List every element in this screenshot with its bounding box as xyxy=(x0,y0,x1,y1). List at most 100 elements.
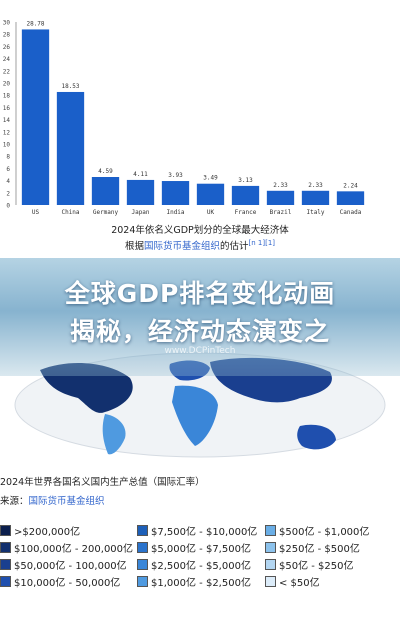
x-tick-label: France xyxy=(235,209,257,216)
legend-item: $50亿 - $250亿 xyxy=(265,557,354,572)
legend-item: $5,000亿 - $7,500亿 xyxy=(137,540,251,555)
legend-label: $2,500亿 - $5,000亿 xyxy=(151,561,251,572)
map-title: 2024年世界各国名义国内生产总值（国际汇率） xyxy=(0,477,205,488)
x-tick-label: India xyxy=(166,209,184,216)
y-tick-label: 2 xyxy=(6,190,10,197)
bar-india xyxy=(161,181,190,205)
legend-swatch xyxy=(0,559,11,570)
bar-value-label: 4.11 xyxy=(133,171,148,178)
caption-reference[interactable]: [n 1][1] xyxy=(248,238,276,247)
caption-prefix: 根据 xyxy=(124,241,144,252)
legend-label: >$200,000亿 xyxy=(14,527,81,538)
banner-title-line1: 全球GDP排名变化动画 xyxy=(64,279,336,308)
legend-label: $10,000亿 - 50,000亿 xyxy=(14,578,121,589)
x-tick-label: Brazil xyxy=(270,209,292,216)
legend-label: $50,000亿 - 100,000亿 xyxy=(14,561,127,572)
bar-value-label: 2.33 xyxy=(273,182,288,189)
africa-shape xyxy=(172,385,218,446)
legend-item: $7,500亿 - $10,000亿 xyxy=(137,523,257,538)
legend-swatch xyxy=(0,576,11,587)
bar-canada xyxy=(336,191,365,205)
legend-swatch xyxy=(265,525,276,536)
x-tick-label: Japan xyxy=(131,209,149,216)
legend-item: $250亿 - $500亿 xyxy=(265,540,360,555)
chart-caption-line1: 2024年依名义GDP划分的全球最大经济体 xyxy=(111,225,289,236)
bar-germany xyxy=(91,177,120,205)
bar-uk xyxy=(196,183,225,205)
x-tick-label: UK xyxy=(207,209,215,216)
south-america-shape xyxy=(102,414,126,455)
x-tick-label: US xyxy=(32,209,40,216)
y-tick-label: 28 xyxy=(3,32,11,39)
y-tick-label: 0 xyxy=(6,203,10,210)
map-source: 来源：国际货币基金组织 xyxy=(0,493,105,507)
watermark-text: www.DCPinTech xyxy=(164,346,236,356)
bar-value-label: 4.59 xyxy=(98,168,113,175)
y-tick-label: 22 xyxy=(3,68,11,75)
x-tick-label: Canada xyxy=(340,209,362,216)
legend-item: $50,000亿 - 100,000亿 xyxy=(0,557,127,572)
y-tick-label: 16 xyxy=(3,105,11,112)
legend-label: $7,500亿 - $10,000亿 xyxy=(151,527,258,538)
x-axis-labels: US China Germany Japan India UK France Brazil It… xyxy=(32,209,362,216)
legend-swatch xyxy=(265,542,276,553)
y-tick-label: 20 xyxy=(3,81,11,88)
x-tick-label: Italy xyxy=(306,209,324,216)
legend-label: $50亿 - $250亿 xyxy=(279,561,354,572)
legend-item: $10,000亿 - 50,000亿 xyxy=(0,574,120,589)
oceania-shape xyxy=(297,424,336,450)
legend-swatch xyxy=(265,576,276,587)
banner-title-line2: 揭秘，经济动态演变之 xyxy=(69,317,330,346)
bar-value-label: 3.49 xyxy=(203,175,218,182)
legend-item: < $50亿 xyxy=(265,574,320,589)
bar-china xyxy=(56,91,85,205)
legend-label: $1,000亿 - $2,500亿 xyxy=(151,578,251,589)
legend-label: < $50亿 xyxy=(279,578,320,589)
legend-swatch xyxy=(0,542,11,553)
legend-item: $2,500亿 - $5,000亿 xyxy=(137,557,251,572)
bar-value-label: 28.78 xyxy=(26,20,44,27)
bar-value-label: 3.13 xyxy=(238,177,253,184)
bar-japan xyxy=(126,179,155,205)
bar-us xyxy=(21,29,50,205)
y-tick-label: 24 xyxy=(3,56,11,63)
legend-item: $1,000亿 - $2,500亿 xyxy=(137,574,251,589)
y-tick-label: 12 xyxy=(3,129,11,136)
imf-link[interactable]: 国际货币基金组织 xyxy=(143,241,220,252)
y-tick-label: 18 xyxy=(3,93,11,100)
bars xyxy=(21,29,365,205)
legend-label: $5,000亿 - $7,500亿 xyxy=(151,544,251,555)
legend-label: $250亿 - $500亿 xyxy=(279,544,360,555)
bar-value-label: 2.33 xyxy=(308,182,323,189)
y-tick-label: 6 xyxy=(6,166,10,173)
y-tick-label: 4 xyxy=(6,178,10,185)
legend-swatch xyxy=(137,559,148,570)
caption-suffix: 的估计 xyxy=(220,241,249,252)
chart-caption-line2: 根据国际货币基金组织的估计[n 1][1] xyxy=(0,238,400,252)
legend-label: $100,000亿 - 200,000亿 xyxy=(14,544,134,555)
bar-france xyxy=(231,185,260,205)
title-banner: 全球GDP排名变化动画 揭秘，经济动态演变之 www.DCPinTech xyxy=(0,258,400,376)
x-tick-label: Germany xyxy=(93,209,119,216)
legend-label: $500亿 - $1,000亿 xyxy=(279,527,370,538)
bar-italy xyxy=(301,190,330,205)
y-tick-label: 30 xyxy=(3,20,11,27)
bar-value-label: 3.93 xyxy=(168,172,183,179)
y-tick-label: 26 xyxy=(3,44,11,51)
map-source-link[interactable]: 国际货币基金组织 xyxy=(28,496,105,507)
legend-swatch xyxy=(265,559,276,570)
y-tick-label: 14 xyxy=(3,117,11,124)
x-tick-label: China xyxy=(61,209,79,216)
y-tick-label: 10 xyxy=(3,142,11,149)
legend-swatch xyxy=(0,525,11,536)
bar-value-labels: 28.78 18.53 4.59 4.11 3.93 3.49 3.13 2.33 2.33 2.… xyxy=(26,20,358,189)
bar-value-label: 2.24 xyxy=(343,182,358,189)
legend-swatch xyxy=(137,576,148,587)
bar-brazil xyxy=(266,190,295,205)
legend-swatch xyxy=(137,542,148,553)
map-source-prefix: 来源： xyxy=(0,496,29,507)
bar-value-label: 18.53 xyxy=(61,83,79,90)
legend-item: $500亿 - $1,000亿 xyxy=(265,523,369,538)
legend-item: >$200,000亿 xyxy=(0,523,80,538)
